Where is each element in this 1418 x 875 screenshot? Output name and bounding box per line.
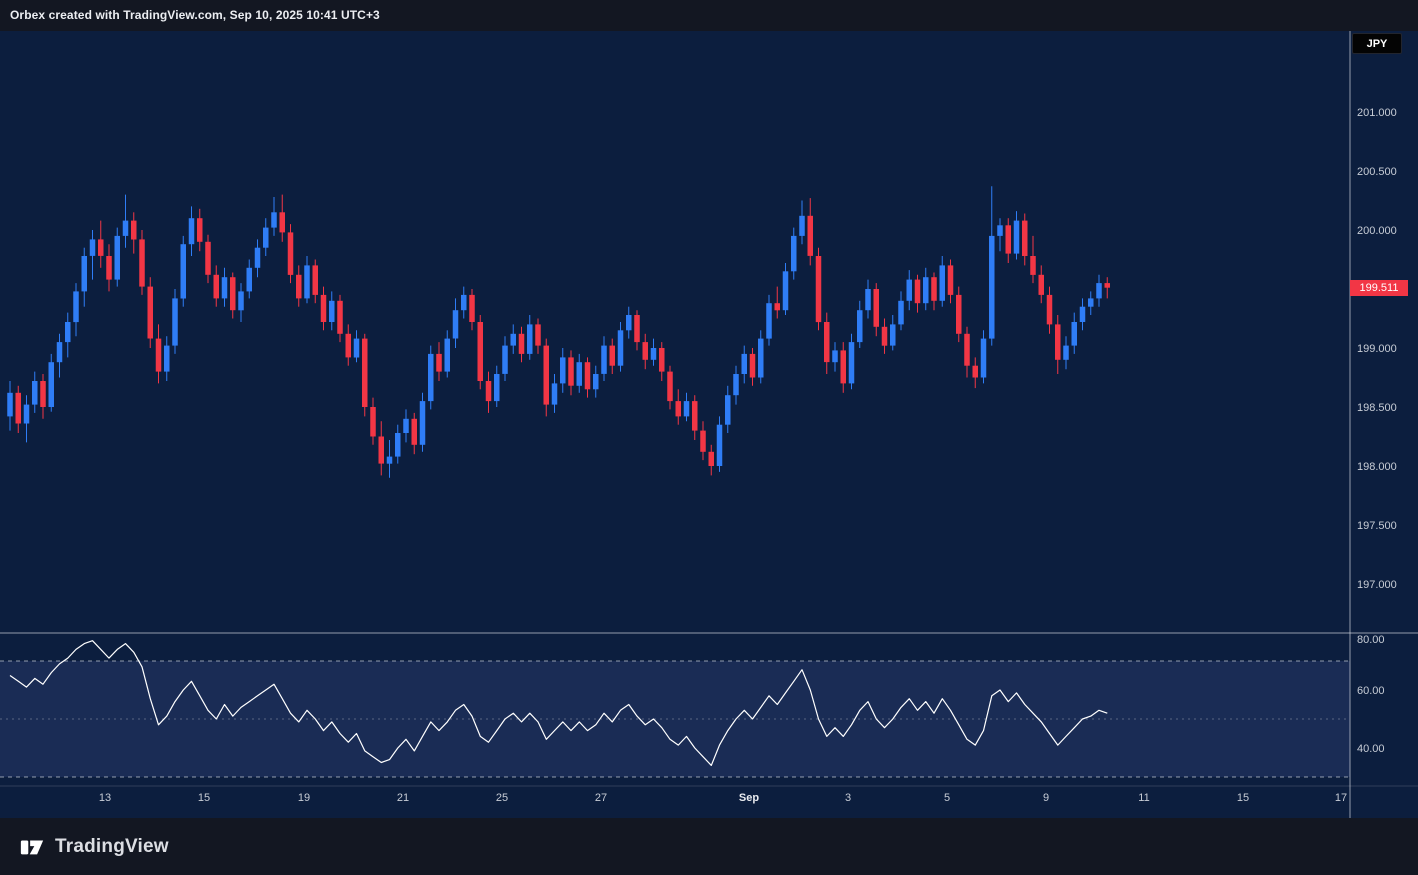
last-price-label: 199.511 <box>1350 280 1408 296</box>
price-axis-tick: 197.500 <box>1357 520 1397 532</box>
rsi-line <box>9 640 1108 767</box>
time-axis-tick: 13 <box>99 792 111 804</box>
price-and-rsi-panes[interactable]: 201.000 200.500 200.000 199.000 198.500 198.0… <box>0 31 1418 818</box>
price-axis[interactable]: 201.000 200.500 200.000 199.000 198.500 198.0… <box>1357 107 1397 755</box>
time-axis-tick: 27 <box>595 792 607 804</box>
footer-bar: TradingView <box>0 818 1418 875</box>
price-axis-tick: 198.000 <box>1357 461 1397 473</box>
time-axis-tick: 15 <box>1237 792 1249 804</box>
rsi-axis-tick: 80.00 <box>1357 634 1385 646</box>
time-axis-tick: 5 <box>944 792 950 804</box>
rsi-band <box>0 661 1350 777</box>
time-axis-tick: 15 <box>198 792 210 804</box>
price-axis-tick: 197.000 <box>1357 579 1397 591</box>
rsi-axis-tick: 40.00 <box>1357 743 1385 755</box>
time-axis-tick: 25 <box>496 792 508 804</box>
time-axis-tick: 17 <box>1335 792 1347 804</box>
price-axis-tick: 199.000 <box>1357 343 1397 355</box>
time-axis-tick: 3 <box>845 792 851 804</box>
chart-header: Orbex created with TradingView.com, Sep … <box>0 0 1418 31</box>
price-axis-tick: 198.500 <box>1357 402 1397 414</box>
candlestick-series <box>7 186 1110 478</box>
time-axis-tick: 9 <box>1043 792 1049 804</box>
chart-canvas[interactable]: 201.000 200.500 200.000 199.000 198.500 198.0… <box>0 31 1418 818</box>
currency-button[interactable]: JPY <box>1352 33 1402 54</box>
tradingview-wordmark[interactable]: TradingView <box>55 835 169 857</box>
rsi-axis-tick: 60.00 <box>1357 685 1385 697</box>
time-axis-tick: 21 <box>397 792 409 804</box>
price-axis-tick: 200.500 <box>1357 166 1397 178</box>
tradingview-logo-icon[interactable] <box>18 833 46 861</box>
time-axis-tick: Sep <box>739 792 759 804</box>
time-axis-tick: 19 <box>298 792 310 804</box>
price-axis-tick: 200.000 <box>1357 225 1397 237</box>
chart-title: Orbex created with TradingView.com, Sep … <box>10 8 380 22</box>
time-axis-tick: 11 <box>1138 792 1149 804</box>
time-axis[interactable]: 13 15 19 21 25 27 Sep 3 5 9 11 15 17 <box>99 792 1347 804</box>
rsi-pane <box>0 660 1350 778</box>
price-axis-tick: 201.000 <box>1357 107 1397 119</box>
